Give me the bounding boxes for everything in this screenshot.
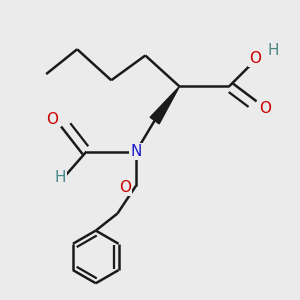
Text: O: O xyxy=(46,112,58,127)
Text: O: O xyxy=(119,180,131,195)
Text: H: H xyxy=(54,170,66,185)
Polygon shape xyxy=(150,86,179,124)
Text: H: H xyxy=(267,43,279,58)
Text: O: O xyxy=(249,51,261,66)
Text: O: O xyxy=(259,101,271,116)
Text: N: N xyxy=(130,144,142,159)
